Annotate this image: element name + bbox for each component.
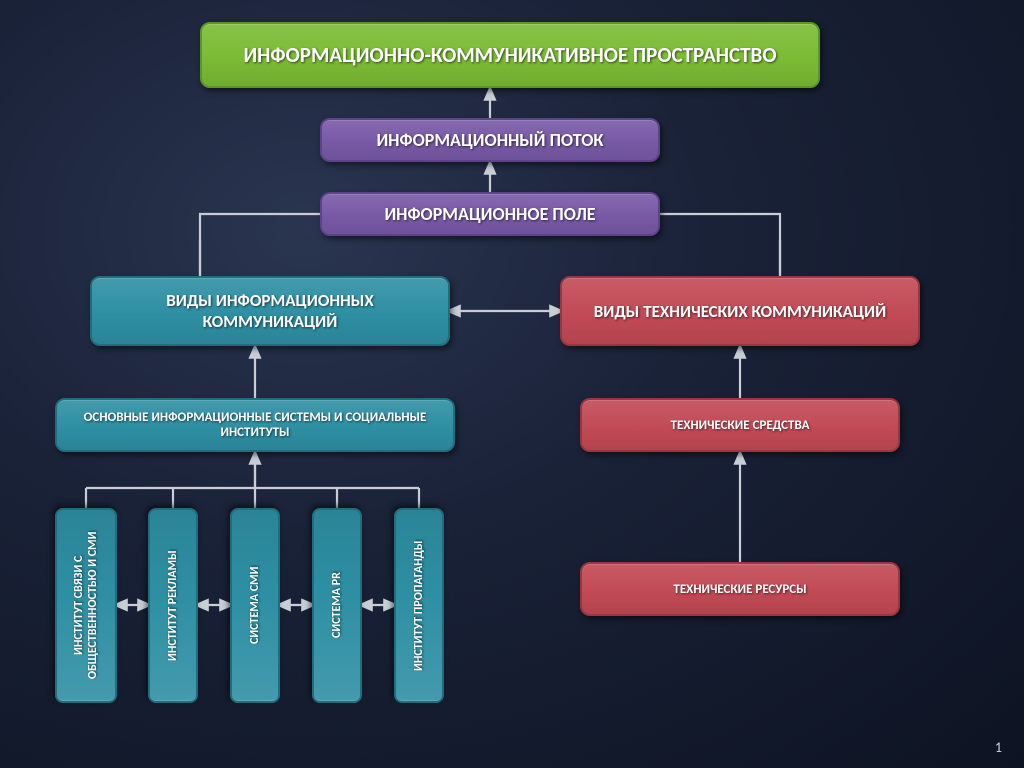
node-v4: СИСТЕМА PR [312, 508, 362, 703]
node-techResources: ТЕХНИЧЕСКИЕ РЕСУРСЫ [580, 562, 900, 616]
node-v2: ИНСТИТУТ РЕКЛАМЫ [148, 508, 198, 703]
node-techComm: ВИДЫ ТЕХНИЧЕСКИХ КОММУНИКАЦИЙ [560, 276, 920, 346]
node-flow: ИНФОРМАЦИОННЫЙ ПОТОК [320, 118, 660, 162]
node-v3: СИСТЕМА СМИ [230, 508, 280, 703]
node-techMeans: ТЕХНИЧЕСКИЕ СРЕДСТВА [580, 398, 900, 452]
node-infoSystems: ОСНОВНЫЕ ИНФОРМАЦИОННЫЕ СИСТЕМЫ И СОЦИАЛ… [55, 398, 455, 452]
node-top: ИНФОРМАЦИОННО-КОММУНИКАТИВНОЕ ПРОСТРАНСТ… [200, 22, 820, 88]
node-infoComm: ВИДЫ ИНФОРМАЦИОННЫХ КОММУНИКАЦИЙ [90, 276, 450, 346]
node-v5: ИНСТИТУТ ПРОПАГАНДЫ [394, 508, 444, 703]
node-field: ИНФОРМАЦИОННОЕ ПОЛЕ [320, 192, 660, 236]
node-v1: ИНСТИТУТ СВЯЗИ С ОБЩЕСТВЕННОСТЬЮ И СМИ [55, 508, 117, 703]
page-number: 1 [995, 739, 1002, 756]
